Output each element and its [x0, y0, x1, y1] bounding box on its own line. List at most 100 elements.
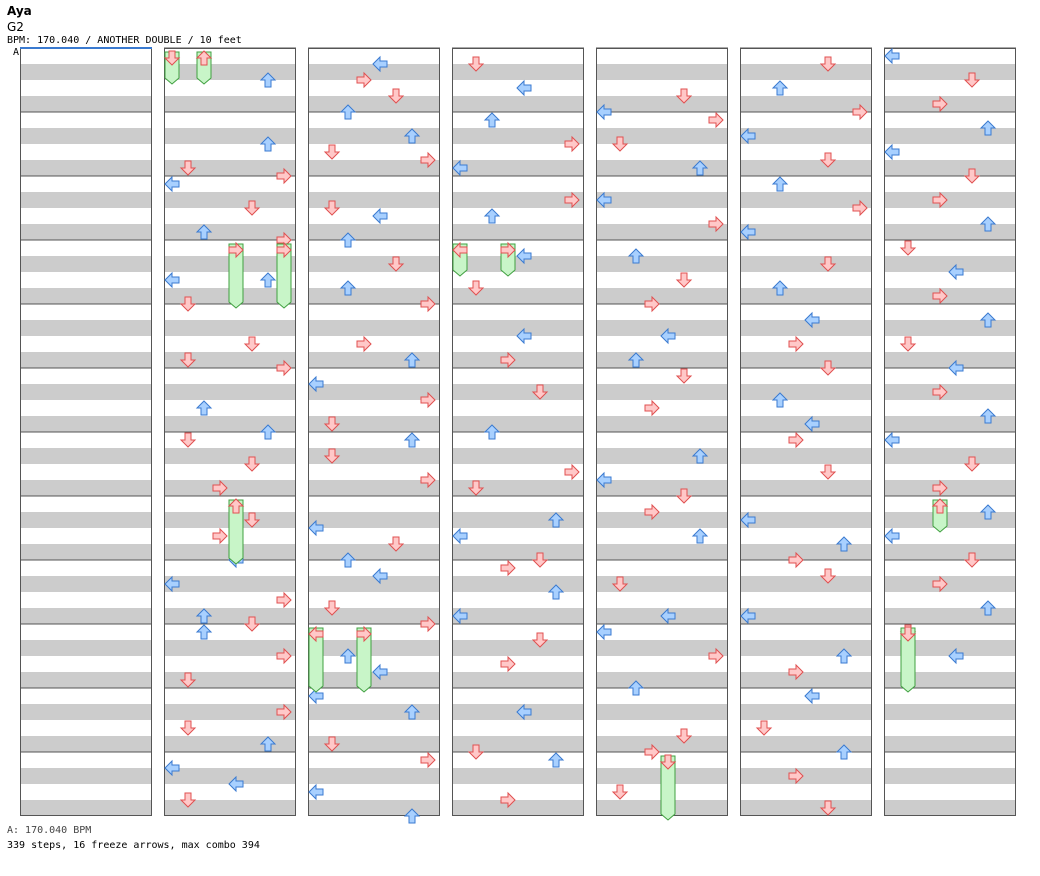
beat-band: [740, 608, 872, 624]
beat-band: [164, 672, 296, 688]
beat-band: [308, 352, 440, 368]
step-arrow-down: [323, 200, 341, 216]
step-arrow-left: [516, 79, 532, 97]
measure: [596, 175, 728, 240]
beat-band: [884, 208, 1016, 224]
beat-band: [740, 352, 872, 368]
beat-band: [740, 800, 872, 816]
step-arrow-down: [819, 568, 837, 584]
beat-band: [452, 112, 584, 128]
beat-band: [164, 304, 296, 320]
beat-band: [596, 112, 728, 128]
beat-band: [20, 240, 152, 256]
step-arrow-up: [691, 448, 709, 464]
step-arrow-left: [308, 375, 324, 393]
measure: [884, 239, 1016, 304]
beat-band: [308, 544, 440, 560]
freeze-head-arrow: [659, 754, 677, 770]
freeze-arrow: [228, 499, 244, 565]
beat-band: [20, 768, 152, 784]
beat-band: [20, 192, 152, 208]
beat-band: [596, 176, 728, 192]
step-arrow-right: [356, 335, 372, 353]
step-arrow-up: [259, 72, 277, 88]
step-arrow-up: [547, 584, 565, 600]
beat-band: [20, 464, 152, 480]
beat-band: [740, 176, 872, 192]
beat-band: [884, 576, 1016, 592]
beat-band: [740, 448, 872, 464]
beat-band: [308, 400, 440, 416]
step-arrow-down: [819, 256, 837, 272]
beat-band: [884, 176, 1016, 192]
beat-band: [20, 800, 152, 816]
beat-band: [452, 144, 584, 160]
measure: [20, 367, 152, 432]
beat-band: [20, 448, 152, 464]
beat-band: [884, 608, 1016, 624]
measure: [452, 367, 584, 432]
beat-band: [740, 272, 872, 288]
step-arrow-up: [403, 704, 421, 720]
measure: [20, 239, 152, 304]
step-arrow-left: [740, 127, 756, 145]
step-arrow-left: [596, 191, 612, 209]
measure: [20, 495, 152, 560]
step-arrow-up: [835, 648, 853, 664]
beat-band: [20, 480, 152, 496]
beat-band: [884, 640, 1016, 656]
freeze-head-arrow: [931, 498, 949, 514]
chart-column: [308, 47, 440, 816]
measure: [740, 559, 872, 624]
step-arrow-left: [164, 759, 180, 777]
beat-band: [740, 256, 872, 272]
beat-band: [20, 720, 152, 736]
measure: [308, 367, 440, 432]
measure: [164, 751, 296, 816]
beat-band: [884, 160, 1016, 176]
step-arrow-left: [516, 703, 532, 721]
beat-band: [596, 592, 728, 608]
beat-band: [884, 688, 1016, 704]
measure: [308, 687, 440, 752]
step-arrow-up: [195, 624, 213, 640]
beat-band: [884, 272, 1016, 288]
beat-band: [740, 320, 872, 336]
beat-band: [452, 432, 584, 448]
step-arrow-down: [179, 720, 197, 736]
step-arrow-right: [708, 215, 724, 233]
measure: [452, 47, 584, 112]
beat-band: [452, 784, 584, 800]
step-arrow-up: [403, 128, 421, 144]
step-arrow-up: [195, 400, 213, 416]
step-arrow-left: [372, 55, 388, 73]
freeze-arrow: [356, 627, 372, 693]
step-arrow-right: [420, 471, 436, 489]
beat-band: [308, 416, 440, 432]
beat-band: [20, 784, 152, 800]
step-arrow-left: [804, 311, 820, 329]
beat-band: [164, 576, 296, 592]
step-arrow-left: [452, 527, 468, 545]
step-arrow-down: [179, 352, 197, 368]
measure: [20, 687, 152, 752]
measure: [884, 495, 1016, 560]
beat-band: [452, 592, 584, 608]
beat-band: [20, 256, 152, 272]
measure: [884, 559, 1016, 624]
beat-band: [308, 160, 440, 176]
beat-band: [164, 352, 296, 368]
beat-band: [20, 48, 152, 64]
step-arrow-left: [596, 471, 612, 489]
step-arrow-down: [899, 336, 917, 352]
beat-band: [308, 80, 440, 96]
bpm-summary: A: 170.040 BPM: [7, 825, 92, 836]
beat-band: [884, 592, 1016, 608]
step-arrow-right: [500, 655, 516, 673]
step-arrow-down: [675, 488, 693, 504]
beat-band: [740, 112, 872, 128]
beat-band: [164, 560, 296, 576]
step-arrow-left: [884, 431, 900, 449]
beat-band: [164, 320, 296, 336]
step-arrow-down: [531, 632, 549, 648]
